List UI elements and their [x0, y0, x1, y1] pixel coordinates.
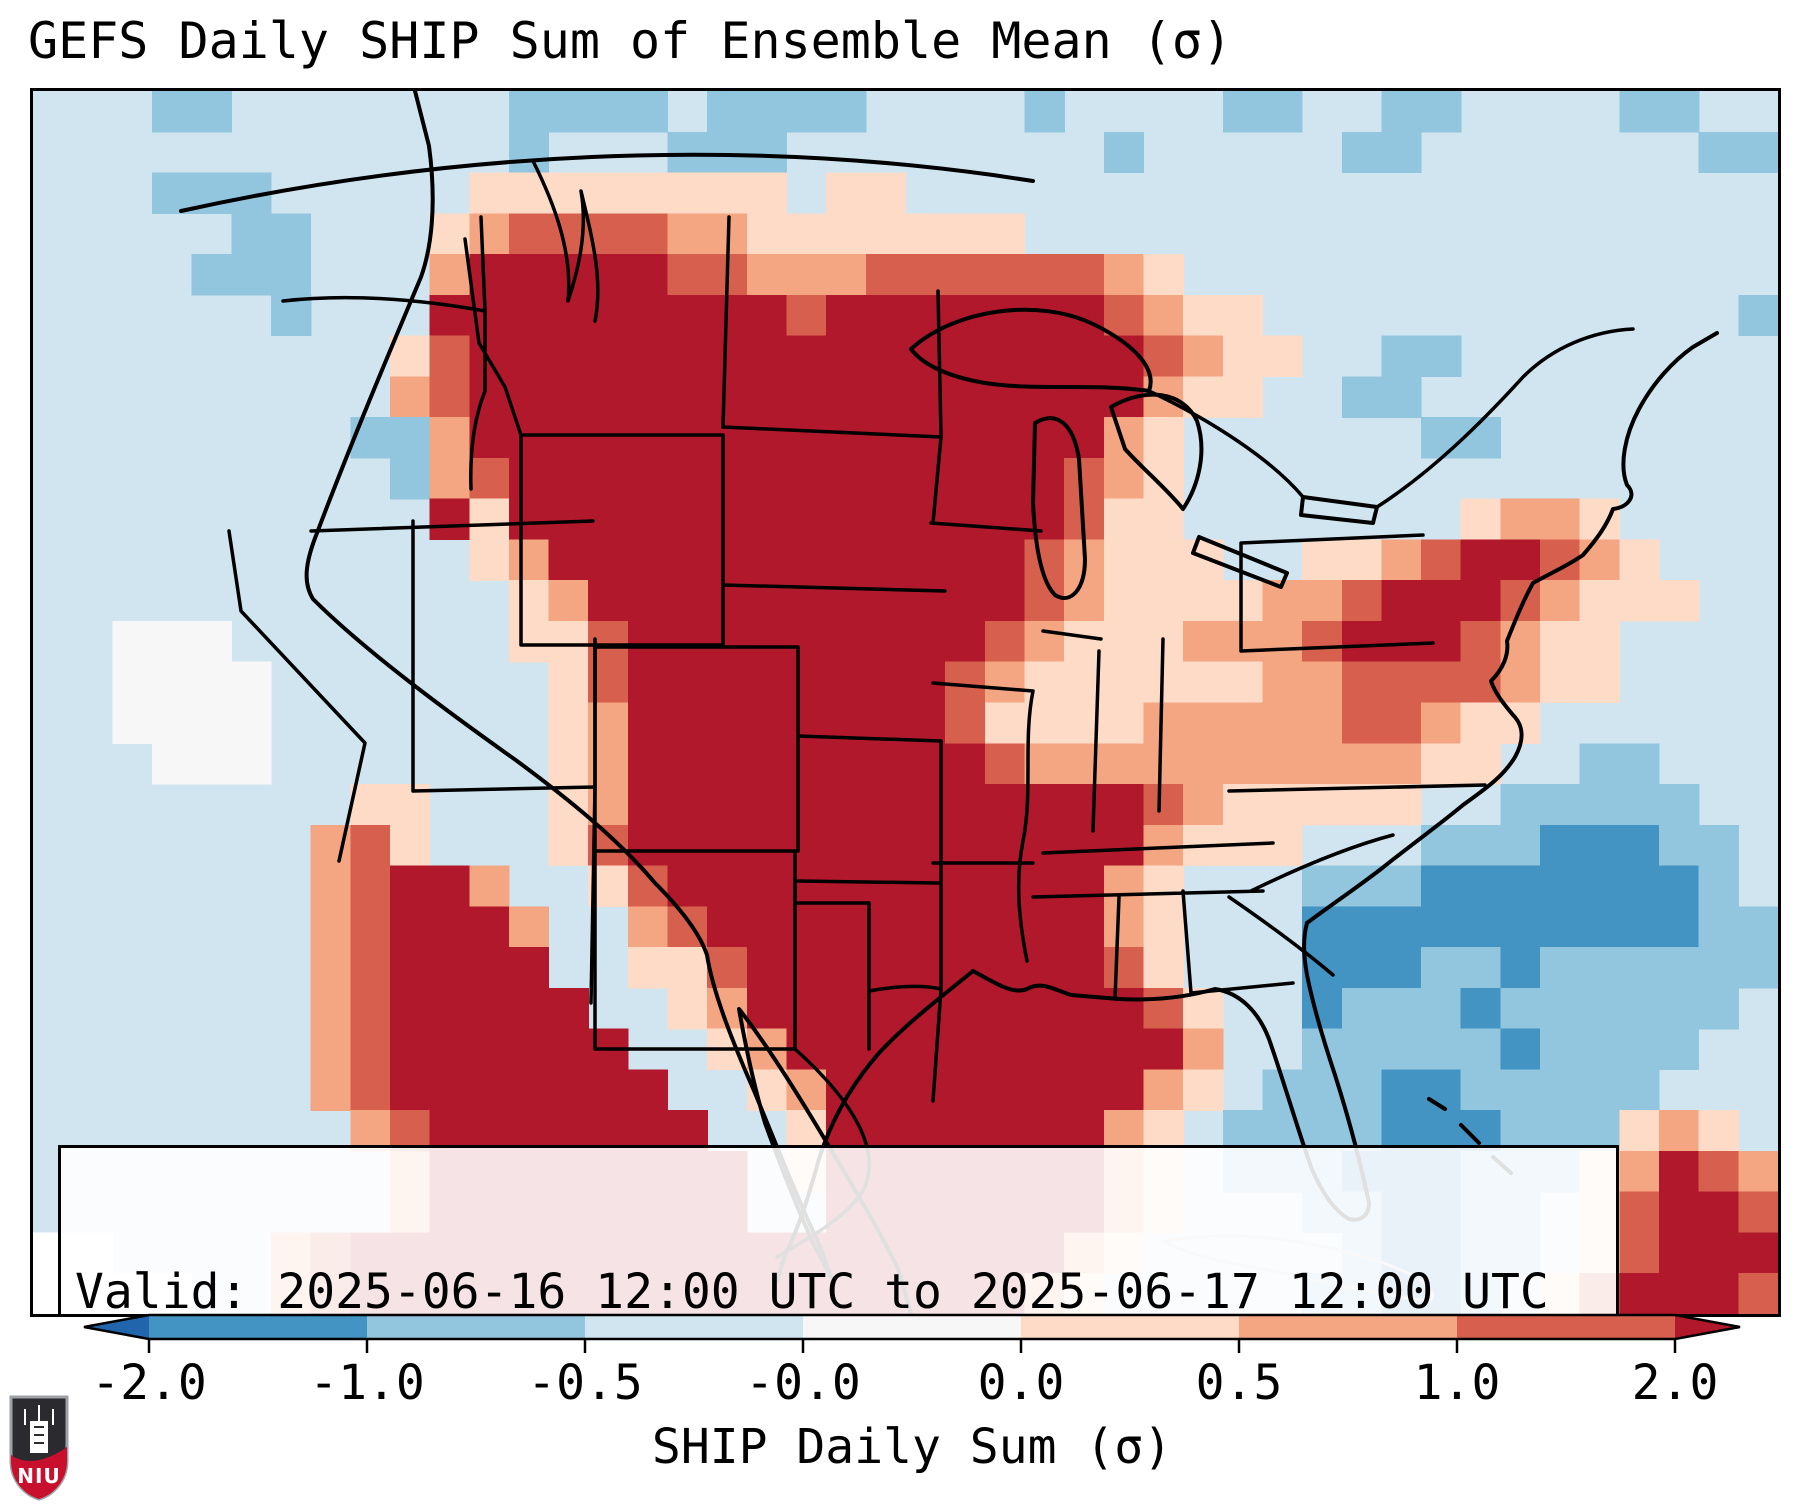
- colorbar-tick-label: 2.0: [1631, 1355, 1719, 1411]
- state-borders-rockies: [519, 215, 800, 1051]
- logo-red-swoosh: [11, 1447, 67, 1499]
- lake-ontario-outline: [1299, 495, 1379, 525]
- figure-title: GEFS Daily SHIP Sum of Ensemble Mean (σ): [28, 12, 1233, 70]
- colorbar-tick-label: 0.0: [977, 1355, 1065, 1411]
- colorbar-tick-label: -1.0: [309, 1355, 425, 1411]
- state-borders-midwest: [929, 289, 1435, 963]
- lake-superior-outline: [909, 307, 1153, 393]
- colorbar-bar: [83, 1313, 1741, 1353]
- valid-time-text: Valid: 2025-06-16 12:00 UTC to 2025-06-1…: [75, 1264, 1549, 1317]
- state-borders-plains: [721, 425, 947, 1259]
- logo-text: NIU: [17, 1464, 60, 1488]
- colorbar-label: SHIP Daily Sum (σ): [651, 1419, 1173, 1475]
- info-box: Valid: 2025-06-16 12:00 UTC to 2025-06-1…: [58, 1145, 1619, 1317]
- colorbar-tick-label: -0.0: [745, 1355, 861, 1411]
- state-borders-west: [227, 215, 597, 1005]
- ontario-border: [1147, 327, 1635, 509]
- niu-logo: NIU: [9, 1395, 69, 1501]
- atlantic-coastline: [1305, 331, 1719, 925]
- puget-sound: [531, 159, 600, 323]
- colorbar-tick-label: -0.5: [527, 1355, 643, 1411]
- state-borders-south: [1031, 783, 1487, 1001]
- canada-border: [179, 152, 1035, 213]
- lake-michigan-outline: [1031, 416, 1087, 600]
- colorbar: -2.0 -1.0 -0.5 -0.0 0.0 0.5 1.0 2.0 SHIP Daily …: [0, 1311, 1803, 1506]
- pacific-coastline: [304, 91, 913, 1314]
- map-canvas: Valid: 2025-06-16 12:00 UTC to 2025-06-1…: [30, 88, 1781, 1317]
- heatmap-grid: [33, 91, 1778, 1314]
- map-borders-overlay: [179, 91, 1719, 1314]
- colorbar-tick-label: -2.0: [91, 1355, 207, 1411]
- logo-castle-icon: [24, 1405, 54, 1453]
- lake-erie-outline: [1191, 535, 1289, 589]
- colorbar-tick-label: 1.0: [1413, 1355, 1501, 1411]
- lake-huron-outline: [1109, 392, 1204, 511]
- colorbar-tick-label: 0.5: [1195, 1355, 1283, 1411]
